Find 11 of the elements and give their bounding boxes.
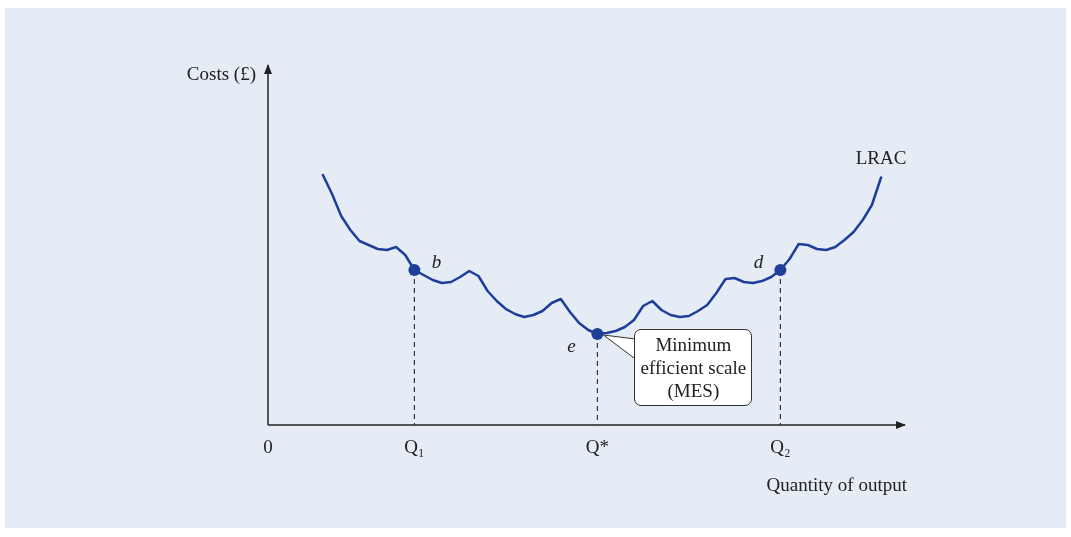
x-axis-title: Quantity of output <box>766 474 908 495</box>
y-axis-title: Costs (£) <box>186 63 256 85</box>
annotation: e <box>567 335 576 356</box>
annotation: b <box>431 251 442 272</box>
series-label: LRAC <box>855 146 907 168</box>
annotation: d <box>753 251 764 272</box>
x-tick-label: Q* <box>585 436 610 457</box>
x-tick-label: Q₁ <box>404 436 425 457</box>
annotation: Minimum efficient scale (MES) <box>634 329 753 406</box>
x-tick-label: 0 <box>263 436 273 457</box>
x-tick-label: Q₂ <box>770 436 791 457</box>
